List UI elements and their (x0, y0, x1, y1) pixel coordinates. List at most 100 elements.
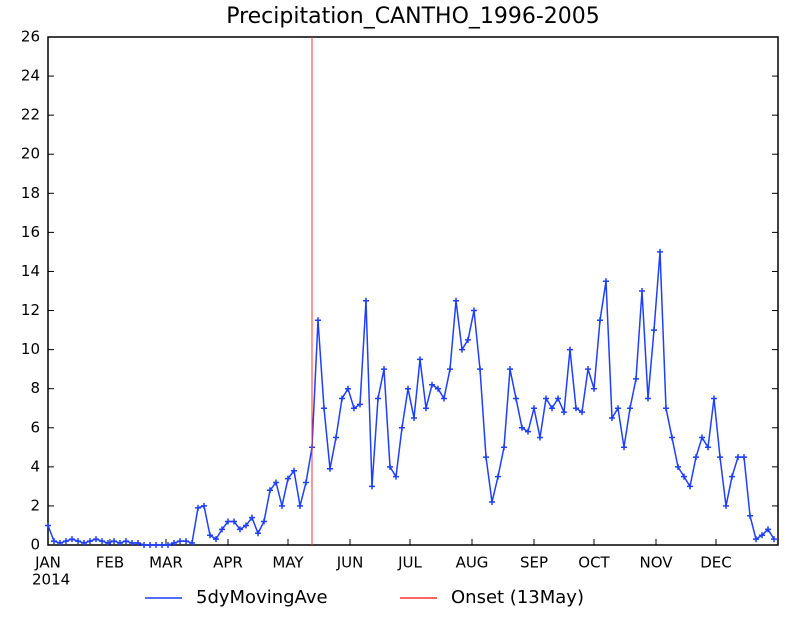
point-marker (609, 415, 615, 421)
legend-label: 5dyMovingAve (196, 587, 328, 608)
x-sublabel: 2014 (32, 571, 70, 589)
point-marker (321, 405, 327, 412)
point-marker (501, 444, 507, 451)
point-marker (495, 473, 501, 480)
point-marker (519, 424, 525, 431)
point-marker (273, 479, 279, 486)
point-marker (453, 297, 459, 304)
x-tick-label: FEB (96, 554, 124, 572)
point-marker (105, 540, 111, 547)
point-marker (531, 405, 537, 412)
y-tick-label: 24 (21, 67, 40, 85)
y-tick-label: 8 (30, 379, 40, 397)
point-marker (279, 502, 285, 509)
point-marker (513, 395, 519, 402)
point-marker (81, 540, 87, 547)
point-marker (675, 463, 681, 470)
point-marker (735, 454, 741, 461)
point-marker (543, 395, 549, 402)
point-marker (363, 297, 369, 304)
point-marker (555, 395, 561, 402)
point-marker (771, 536, 777, 543)
point-marker (285, 475, 291, 482)
point-marker (633, 375, 639, 382)
point-marker (567, 346, 573, 353)
point-marker (753, 536, 759, 543)
point-marker (69, 536, 75, 543)
y-tick-label: 12 (21, 301, 40, 319)
y-tick-label: 14 (21, 262, 40, 280)
point-marker (621, 444, 627, 451)
point-marker (189, 540, 195, 547)
x-tick-label: DEC (700, 554, 732, 572)
point-marker (375, 395, 381, 402)
point-marker (75, 538, 81, 545)
point-marker (291, 467, 297, 474)
point-marker (669, 434, 675, 441)
point-marker (147, 542, 153, 548)
point-marker (549, 405, 555, 412)
point-marker (747, 512, 753, 519)
y-tick-label: 18 (21, 184, 40, 202)
legend-label: Onset (13May) (451, 587, 584, 608)
point-marker (537, 434, 543, 441)
y-tick-label: 16 (21, 223, 40, 241)
point-marker (489, 499, 495, 506)
point-marker (741, 454, 747, 461)
point-marker (315, 317, 321, 324)
point-marker (627, 405, 633, 412)
series-line (47, 251, 775, 546)
point-marker (183, 538, 189, 545)
point-marker (45, 522, 51, 529)
point-marker (483, 454, 489, 461)
point-marker (723, 502, 729, 509)
y-tick-label: 6 (30, 418, 40, 436)
point-marker (579, 409, 585, 416)
point-marker (387, 463, 393, 470)
y-tick-label: 10 (21, 340, 40, 358)
point-marker (339, 395, 345, 402)
point-marker (393, 473, 399, 480)
x-tick-label: MAY (272, 554, 304, 572)
point-marker (213, 536, 219, 543)
x-tick-label: AUG (456, 554, 489, 572)
point-marker (243, 522, 249, 529)
x-tick-label: JUN (336, 554, 364, 572)
point-marker (729, 473, 735, 480)
point-marker (507, 366, 513, 373)
point-marker (141, 542, 147, 548)
x-tick-label: MAR (149, 554, 183, 572)
point-marker (717, 454, 723, 461)
point-marker (129, 540, 135, 547)
point-marker (99, 538, 105, 545)
x-tick-label: JAN (34, 554, 61, 572)
y-tick-label: 2 (30, 496, 40, 514)
x-tick-label: SEP (520, 554, 548, 572)
point-marker (57, 540, 63, 547)
point-marker (657, 248, 663, 255)
y-tick-label: 4 (30, 457, 40, 475)
point-marker (603, 278, 609, 285)
point-marker (171, 540, 177, 547)
point-marker (525, 428, 531, 435)
point-marker (693, 454, 699, 461)
point-marker (303, 479, 309, 486)
x-tick-label: APR (213, 554, 243, 572)
chart-title: Precipitation_CANTHO_1996-2005 (226, 4, 600, 29)
point-marker (465, 336, 471, 343)
point-marker (333, 434, 339, 441)
point-marker (615, 405, 621, 412)
point-marker (345, 385, 351, 392)
point-marker (159, 542, 165, 548)
point-marker (381, 366, 387, 373)
point-marker (225, 518, 231, 525)
point-marker (597, 317, 603, 324)
point-marker (441, 395, 447, 402)
point-marker (573, 405, 579, 412)
point-marker (219, 526, 225, 533)
x-tick-label: NOV (639, 554, 673, 572)
point-marker (759, 532, 765, 539)
point-marker (639, 288, 645, 294)
point-marker (663, 405, 669, 412)
point-marker (369, 483, 375, 490)
